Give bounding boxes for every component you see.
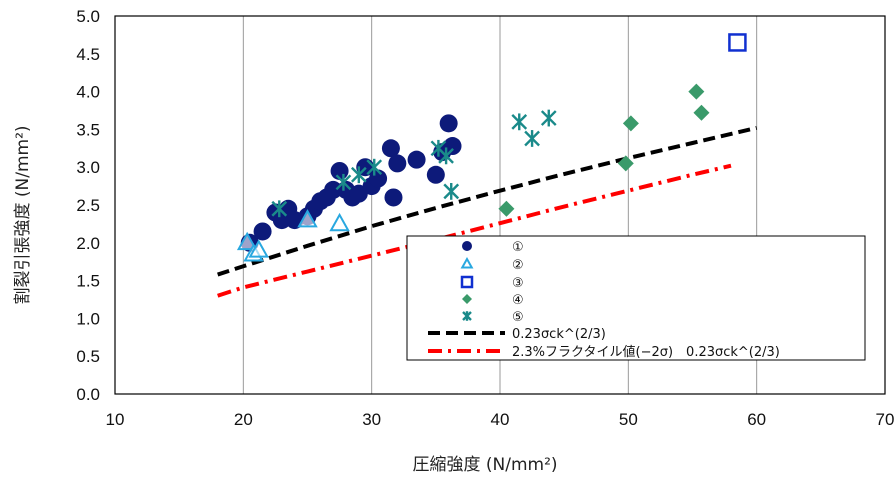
legend-marker [460, 275, 474, 289]
data-point [617, 155, 634, 172]
legend-marker [462, 294, 472, 304]
legend-marker [462, 311, 472, 321]
y-tick-label: 0.0 [76, 385, 100, 404]
legend-label: 0.23σck^(2/3) [512, 327, 606, 342]
series-1 [240, 114, 462, 252]
data-point [236, 231, 258, 251]
data-point [439, 114, 458, 133]
data-point [693, 104, 710, 121]
legend-marker [460, 256, 474, 269]
y-axis-ticks: 0.0 0.5 1.0 1.5 2.0 2.5 3.0 3.5 4.0 4.5 5.0 [76, 7, 100, 404]
x-axis-ticks: 10 20 30 40 50 60 70 [106, 410, 895, 429]
x-tick-label: 30 [362, 410, 381, 429]
reference-line [217, 125, 758, 277]
data-point [329, 212, 350, 232]
data-point [688, 83, 705, 100]
series-3 [728, 33, 747, 52]
data-point [438, 147, 454, 165]
data-point [271, 200, 288, 218]
y-tick-label: 5.0 [76, 7, 100, 26]
y-tick-label: 1.5 [76, 272, 100, 291]
data-point [297, 209, 318, 228]
plot-frame [114, 15, 886, 395]
y-tick-label: 4.5 [76, 45, 100, 64]
x-tick-label: 70 [876, 410, 895, 429]
series-4 [498, 83, 710, 217]
reference-line [217, 163, 732, 298]
data-point [384, 188, 403, 207]
data-point [540, 109, 557, 127]
y-tick-label: 3.0 [76, 158, 100, 177]
legend-label: ③ [512, 276, 524, 291]
data-point [388, 154, 407, 173]
x-tick-label: 60 [747, 410, 766, 429]
data-point [443, 182, 460, 200]
data-point [366, 158, 383, 176]
reference-lines [217, 125, 758, 298]
x-tick-label: 50 [619, 410, 638, 429]
legend-marker [462, 241, 472, 251]
y-tick-label: 4.0 [76, 83, 100, 102]
data-point [248, 239, 269, 258]
x-tick-label: 10 [106, 410, 125, 429]
x-tick-label: 40 [491, 410, 510, 429]
y-tick-label: 3.5 [76, 120, 100, 139]
data-point [443, 137, 462, 156]
data-point [350, 166, 367, 184]
data-point [426, 165, 445, 184]
y-tick-label: 1.0 [76, 309, 100, 328]
legend: ① ② ③ ④ ⑤ 0.23σck^(2/3) 2.3%フラクタイル値(−2σ) 0.23σ… [406, 235, 866, 361]
data-point [335, 173, 352, 191]
data-point [324, 180, 343, 199]
data-points [236, 33, 747, 262]
y-tick-label: 0.5 [76, 347, 100, 366]
series-2 [236, 209, 350, 262]
y-tick-label: 2.5 [76, 196, 100, 215]
y-tick-label: 2.0 [76, 234, 100, 253]
legend-label: 2.3%フラクタイル値(−2σ) 0.23σck^(2/3) [512, 344, 780, 360]
data-point [622, 115, 639, 132]
legend-box [406, 235, 866, 361]
legend-label: ⑤ [512, 310, 524, 325]
data-point [381, 139, 400, 158]
series-5 [271, 109, 557, 218]
data-point [524, 130, 540, 147]
data-point [498, 200, 515, 217]
legend-label: ④ [512, 293, 524, 308]
data-point [407, 150, 426, 169]
x-tick-label: 20 [234, 410, 253, 429]
legend-label: ② [512, 258, 524, 273]
y-axis-title: 割裂引張強度 (N/mm²) [13, 125, 33, 304]
x-axis-title: 圧縮強度 (N/mm²) [412, 455, 557, 475]
legend-label: ① [512, 240, 524, 255]
data-point [511, 113, 528, 131]
data-point [728, 33, 747, 52]
data-point [253, 222, 272, 241]
